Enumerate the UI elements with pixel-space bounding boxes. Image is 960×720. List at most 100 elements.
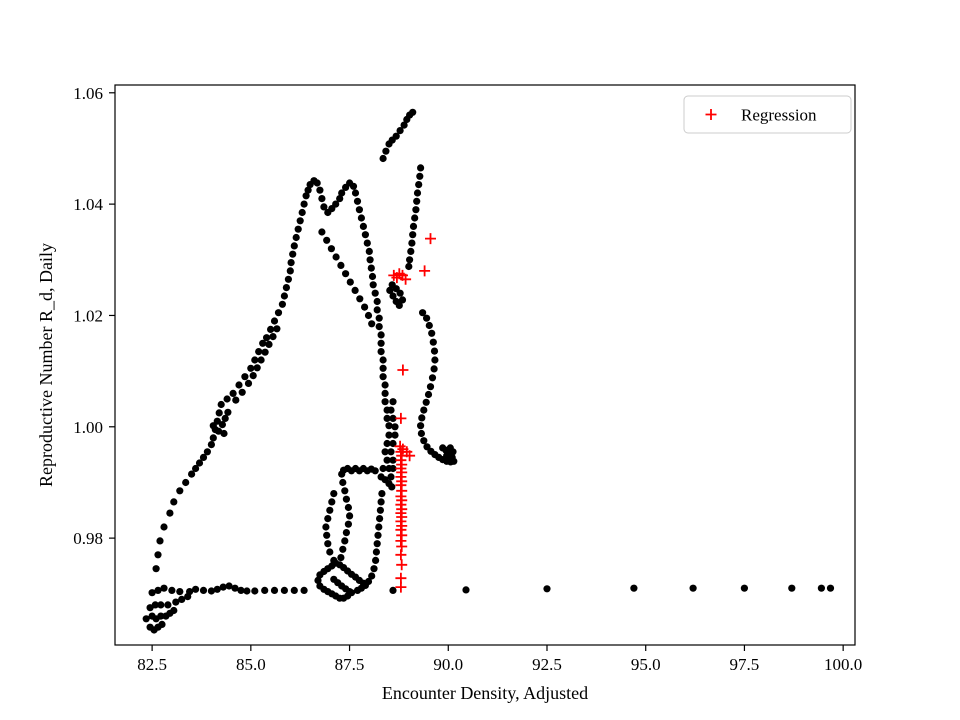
data-point xyxy=(429,338,437,346)
y-tick-label: 1.04 xyxy=(73,195,103,214)
data-point xyxy=(363,239,371,247)
data-point xyxy=(332,200,340,208)
data-point xyxy=(443,452,451,460)
data-point xyxy=(170,498,178,506)
data-point xyxy=(428,329,436,337)
data-point xyxy=(314,576,322,585)
data-point xyxy=(344,503,352,512)
y-tick-label: 1.00 xyxy=(73,418,103,437)
data-point xyxy=(372,548,380,556)
data-point xyxy=(300,200,308,208)
y-tick-label: 1.06 xyxy=(73,84,103,103)
data-point xyxy=(342,495,350,503)
regression-point xyxy=(395,572,407,584)
regression-point xyxy=(396,559,408,571)
data-point xyxy=(152,565,160,573)
data-point xyxy=(379,464,387,473)
data-point xyxy=(251,356,259,364)
data-point xyxy=(381,389,389,397)
data-point xyxy=(270,317,279,325)
x-tick-label: 100.0 xyxy=(824,655,862,674)
data-point xyxy=(376,506,384,514)
data-point xyxy=(336,195,344,203)
data-point xyxy=(367,264,375,272)
data-point xyxy=(332,253,340,261)
x-axis-ticks: 82.5 85.0 87.5 90.0 92.5 95.0 97.5 100.0 xyxy=(137,645,862,674)
data-point xyxy=(160,523,168,531)
data-point xyxy=(267,325,275,333)
data-point xyxy=(430,365,438,373)
data-point xyxy=(412,206,420,214)
data-point xyxy=(232,396,240,404)
data-point xyxy=(207,587,215,595)
data-point xyxy=(176,487,184,495)
data-point xyxy=(188,470,196,478)
data-point xyxy=(282,284,290,292)
data-point xyxy=(377,498,385,506)
data-point xyxy=(373,297,381,306)
data-point xyxy=(450,457,458,465)
data-point xyxy=(172,598,180,606)
data-point xyxy=(157,601,165,609)
data-point xyxy=(423,314,431,322)
x-tick-label: 95.0 xyxy=(631,655,661,674)
data-point xyxy=(389,414,397,422)
data-point xyxy=(280,292,288,300)
data-point xyxy=(400,121,408,129)
data-point xyxy=(371,467,379,475)
regression-point xyxy=(419,265,431,277)
data-point xyxy=(385,422,393,430)
data-point xyxy=(413,197,421,205)
data-point xyxy=(148,589,156,597)
data-point xyxy=(244,379,253,387)
x-tick-label: 87.5 xyxy=(335,655,365,674)
data-point xyxy=(543,585,551,593)
data-point xyxy=(353,197,362,205)
data-point xyxy=(826,584,835,592)
data-point xyxy=(328,498,336,506)
y-axis-ticks: 0.98 1.00 1.02 1.04 1.06 xyxy=(73,84,115,548)
data-point xyxy=(387,448,395,456)
data-point xyxy=(292,233,300,242)
legend-label: Regression xyxy=(741,106,817,125)
data-point xyxy=(166,509,174,517)
data-point xyxy=(375,523,383,531)
data-point xyxy=(391,431,399,439)
data-point xyxy=(379,373,387,381)
data-point xyxy=(178,595,186,604)
data-point xyxy=(338,189,346,197)
x-tick-label: 97.5 xyxy=(730,655,760,674)
data-point xyxy=(235,381,243,389)
data-point xyxy=(381,381,389,389)
data-point xyxy=(273,325,281,333)
data-point xyxy=(351,286,359,294)
data-point xyxy=(353,586,362,595)
data-point xyxy=(259,339,267,347)
regression-point xyxy=(397,364,409,376)
data-point xyxy=(364,311,373,320)
data-point xyxy=(209,422,217,430)
data-point xyxy=(316,186,324,194)
data-point xyxy=(344,520,352,528)
regression-point xyxy=(425,233,436,245)
data-point xyxy=(243,587,251,595)
data-point xyxy=(224,408,232,416)
data-point xyxy=(324,540,332,548)
data-point xyxy=(142,615,150,623)
data-point xyxy=(419,309,427,317)
data-point xyxy=(286,267,294,275)
data-point xyxy=(346,278,354,286)
data-point xyxy=(269,333,277,341)
data-point xyxy=(249,372,257,380)
data-point xyxy=(203,448,211,456)
data-point xyxy=(446,444,454,452)
data-point xyxy=(375,323,383,331)
data-point xyxy=(407,247,415,255)
data-point xyxy=(253,364,261,372)
data-point xyxy=(378,490,386,498)
data-point xyxy=(296,217,304,225)
data-point xyxy=(261,348,269,356)
data-point xyxy=(251,587,259,595)
data-point xyxy=(207,441,215,449)
